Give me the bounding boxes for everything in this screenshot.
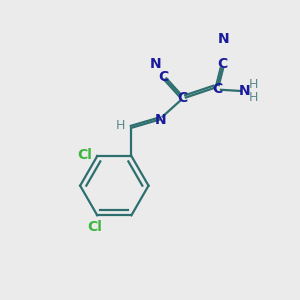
Text: C: C (212, 82, 222, 96)
Text: N: N (218, 32, 230, 46)
Text: H: H (116, 119, 125, 132)
Text: H: H (249, 91, 259, 104)
Text: N: N (154, 112, 166, 127)
Text: N: N (239, 84, 251, 98)
Text: C: C (158, 70, 169, 84)
Text: N: N (150, 57, 161, 70)
Text: Cl: Cl (77, 148, 92, 162)
Text: H: H (249, 78, 259, 91)
Text: Cl: Cl (87, 220, 102, 234)
Text: C: C (217, 57, 227, 71)
Text: C: C (178, 91, 188, 105)
